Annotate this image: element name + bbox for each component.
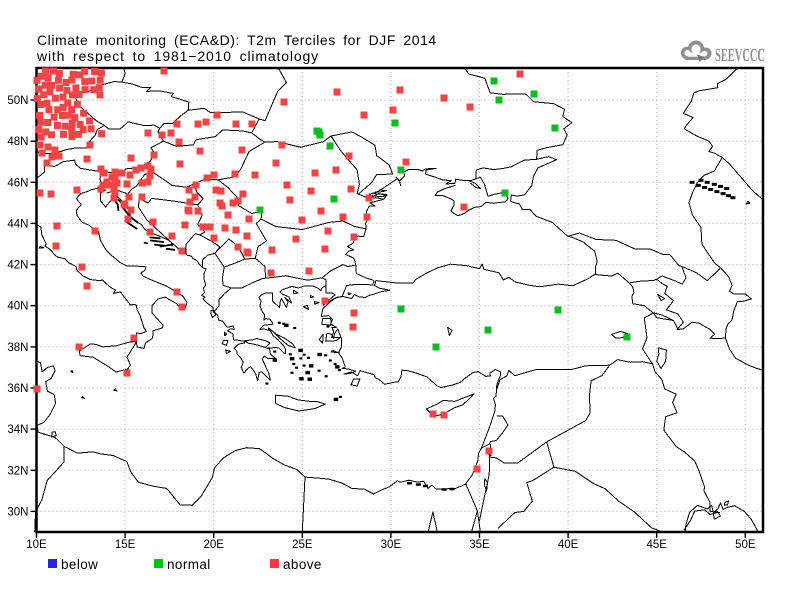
svg-text:10E: 10E	[26, 539, 47, 551]
svg-text:48N: 48N	[7, 136, 28, 148]
svg-text:50N: 50N	[7, 95, 28, 107]
svg-text:36N: 36N	[7, 383, 28, 395]
svg-text:Climate monitoring (ECA&D): T2: Climate monitoring (ECA&D): T2m Terciles…	[37, 32, 437, 48]
svg-text:SEEVCCC: SEEVCCC	[715, 46, 765, 66]
svg-text:15E: 15E	[115, 539, 136, 551]
svg-text:44N: 44N	[7, 218, 28, 230]
svg-text:42N: 42N	[7, 260, 28, 272]
svg-text:20E: 20E	[203, 539, 224, 551]
svg-text:40E: 40E	[558, 539, 579, 551]
svg-text:below: below	[61, 557, 98, 572]
svg-text:25E: 25E	[292, 539, 313, 551]
svg-text:34N: 34N	[7, 424, 28, 436]
svg-text:50E: 50E	[735, 539, 756, 551]
svg-text:30N: 30N	[7, 506, 28, 518]
svg-text:normal: normal	[167, 557, 211, 572]
svg-text:38N: 38N	[7, 342, 28, 354]
svg-text:32N: 32N	[7, 465, 28, 477]
svg-text:45E: 45E	[646, 539, 667, 551]
svg-text:with respect to 1981−2010 clim: with respect to 1981−2010 climatology	[36, 48, 319, 64]
svg-text:above: above	[283, 557, 322, 572]
svg-text:35E: 35E	[469, 539, 490, 551]
svg-text:46N: 46N	[7, 177, 28, 189]
svg-text:40N: 40N	[7, 301, 28, 313]
svg-text:30E: 30E	[381, 539, 402, 551]
